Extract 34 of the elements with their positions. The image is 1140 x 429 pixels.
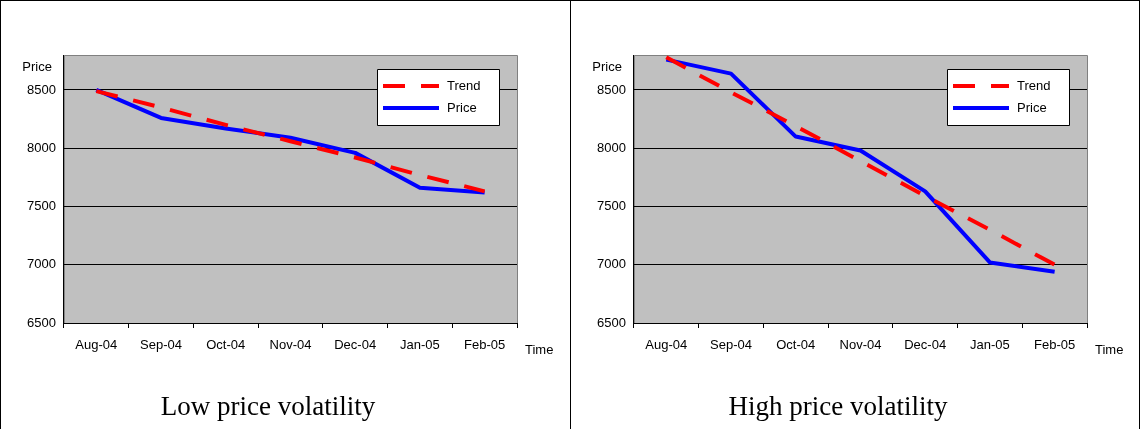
y-tick-label: 8500: [597, 81, 626, 97]
y-tick-label: 7000: [597, 256, 626, 272]
x-tick-label: Oct-04: [776, 337, 816, 353]
y-tick-label: 7500: [597, 198, 626, 214]
x-tick-label: Jan-05: [970, 337, 1010, 353]
x-tick-label: Aug-04: [75, 337, 118, 353]
x-tick-label: Dec-04: [334, 337, 377, 353]
x-tick-label: Dec-04: [904, 337, 947, 353]
x-tick-label: Feb-05: [1034, 337, 1076, 353]
x-tick-label: Aug-04: [645, 337, 688, 353]
y-tick-label: 7000: [27, 256, 56, 272]
x-tick-label: Sep-04: [710, 337, 752, 353]
legend-label: Trend: [1017, 77, 1051, 93]
text: High price volatility: [728, 390, 948, 421]
x-tick-label: Nov-04: [839, 337, 882, 353]
y-tick-label: 6500: [27, 314, 56, 330]
legend-label: Trend: [447, 77, 481, 93]
y-axis-title: Price: [592, 58, 622, 74]
y-axis-title: Price: [22, 58, 52, 74]
x-tick-label: Nov-04: [269, 337, 312, 353]
x-tick-label: Feb-05: [464, 337, 506, 353]
x-tick-label: Sep-04: [140, 337, 182, 353]
y-tick-label: 6500: [597, 314, 626, 330]
y-tick-label: 8000: [27, 139, 56, 155]
x-axis-title: Time: [525, 341, 554, 357]
x-tick-label: Jan-05: [400, 337, 440, 353]
y-tick-label: 7500: [27, 198, 56, 214]
legend-label: Price: [447, 99, 477, 115]
text: Low price volatility: [160, 390, 376, 421]
x-tick-label: Oct-04: [206, 337, 246, 353]
y-tick-label: 8000: [597, 139, 626, 155]
x-axis-title: Time: [1095, 341, 1124, 357]
legend-label: Price: [1017, 99, 1047, 115]
y-tick-label: 8500: [27, 81, 56, 97]
